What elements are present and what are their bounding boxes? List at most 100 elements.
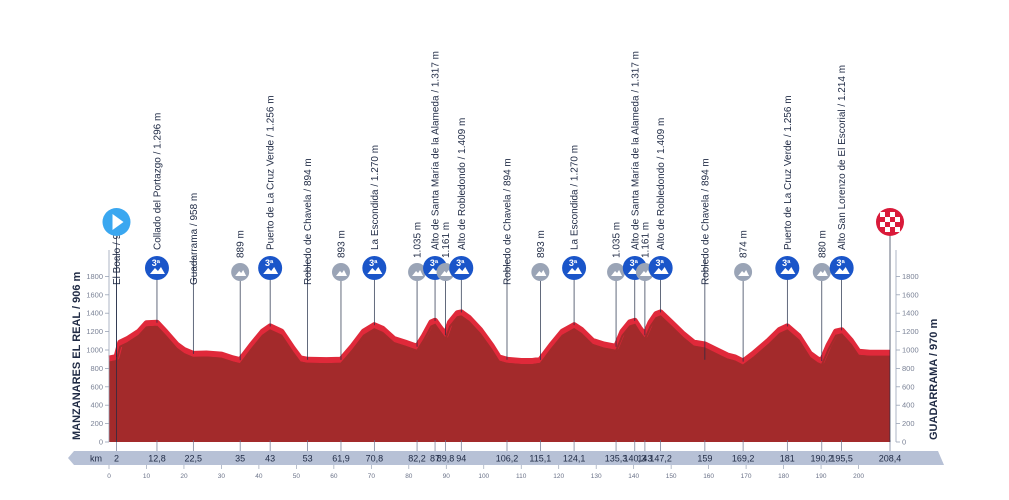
x-tick-label: 80 bbox=[405, 473, 413, 480]
y-tick-label-right: 1600 bbox=[902, 290, 919, 299]
x-tick-label: 200 bbox=[853, 473, 864, 480]
y-tick-label-left: 1000 bbox=[86, 346, 103, 355]
category-label: 3ª bbox=[655, 258, 664, 268]
mountain-glyph bbox=[440, 270, 452, 276]
mountain-glyph bbox=[335, 270, 347, 276]
waypoint-label: Alto de Robledondo / 1.409 m bbox=[457, 118, 468, 250]
x-tick-label: 20 bbox=[180, 473, 188, 480]
mountain-glyph bbox=[149, 267, 165, 274]
km-marker-label: 94 bbox=[456, 454, 466, 464]
x-tick-label: 50 bbox=[293, 473, 301, 480]
km-marker-label: 35 bbox=[235, 454, 245, 464]
checker-square bbox=[880, 212, 886, 217]
profile-top-line bbox=[108, 309, 890, 365]
checker-square bbox=[885, 217, 891, 222]
mountain-glyph bbox=[738, 270, 750, 276]
km-marker-label: 70,8 bbox=[366, 454, 384, 464]
category-label: 3ª bbox=[630, 258, 639, 268]
waypoint-label: 889 m bbox=[236, 230, 247, 258]
waypoint-label: 1.161 m bbox=[640, 222, 651, 258]
km-marker-label: 106,2 bbox=[496, 454, 519, 464]
waypoint-label: Robledo de Chavela / 894 m bbox=[303, 158, 314, 285]
km-marker-label: 22,5 bbox=[185, 454, 203, 464]
mountain-glyph bbox=[412, 270, 424, 276]
y-tick-label-left: 1200 bbox=[86, 327, 103, 336]
y-tick-label-right: 1800 bbox=[902, 272, 919, 281]
x-tick-label: 190 bbox=[816, 473, 827, 480]
profile-area-group bbox=[108, 309, 891, 442]
x-tick-label: 150 bbox=[666, 473, 677, 480]
km-marker-label: 82,2 bbox=[408, 454, 426, 464]
km-marker-label: 89,8 bbox=[437, 454, 455, 464]
category-label: 3ª bbox=[569, 258, 578, 268]
waypoint-label: 874 m bbox=[739, 230, 750, 258]
waypoint-label: Robledo de Chavela / 894 m bbox=[700, 158, 711, 285]
y-tick-label-right: 600 bbox=[902, 382, 915, 391]
x-tick-label: 90 bbox=[443, 473, 451, 480]
y-tick-label-right: 1000 bbox=[902, 346, 919, 355]
checker-square bbox=[880, 222, 886, 227]
km-marker-label: 61,9 bbox=[332, 454, 350, 464]
y-tick-label-left: 1800 bbox=[86, 272, 103, 281]
mountain-glyph bbox=[834, 267, 850, 274]
km-marker-label: 147,2 bbox=[649, 454, 672, 464]
km-bar bbox=[68, 451, 944, 465]
x-tick-label: 0 bbox=[107, 473, 111, 480]
x-tick-label: 60 bbox=[330, 473, 338, 480]
x-tick-label: 180 bbox=[778, 473, 789, 480]
checker-square bbox=[895, 217, 901, 222]
mountain-glyph bbox=[567, 267, 583, 274]
waypoint-label: Robledo de Chavela / 894 m bbox=[502, 158, 513, 285]
x-tick-label: 140 bbox=[628, 473, 639, 480]
mountain-glyph bbox=[454, 267, 470, 274]
y-tick-label-left: 400 bbox=[90, 401, 103, 410]
mountain-glyph bbox=[816, 270, 828, 276]
profile-shadow-line bbox=[108, 315, 890, 367]
y-tick-label-left: 1400 bbox=[86, 309, 103, 318]
waypoint-label: 880 m bbox=[817, 230, 828, 258]
y-tick-label-left: 600 bbox=[90, 382, 103, 391]
y-tick-label-right: 1400 bbox=[902, 309, 919, 318]
axes-group: 0 200 400 600 800 1000 1200 1400 1600 1800 0 200 400… bbox=[86, 250, 919, 447]
checker-square bbox=[890, 222, 896, 227]
mountain-glyph bbox=[611, 270, 623, 276]
checker-square bbox=[895, 227, 901, 232]
waypoint-label: Collado del Portazgo / 1.296 m bbox=[152, 113, 163, 250]
category-label: 3ª bbox=[265, 258, 274, 268]
waypoint-label: Guadarrama / 958 m bbox=[189, 193, 200, 285]
waypoint-label: Alto de Santa María de la Alameda / 1.31… bbox=[431, 51, 442, 250]
y-tick-label-left: 200 bbox=[90, 419, 103, 428]
x-tick-label: 40 bbox=[255, 473, 263, 480]
start-label: MANZANARES EL REAL / 906 m bbox=[71, 271, 83, 440]
km-marker-label: 181 bbox=[780, 454, 795, 464]
waypoint-label: Alto de Santa María de la Alameda / 1.31… bbox=[630, 51, 641, 250]
km-marker-label: 195,5 bbox=[830, 454, 853, 464]
km-marker-label: 2 bbox=[114, 454, 119, 464]
km-marker-label: 208,4 bbox=[879, 454, 902, 464]
waypoint-label: La Escondida / 1.270 m bbox=[370, 145, 381, 250]
y-tick-label-left: 1600 bbox=[86, 290, 103, 299]
y-tick-label-right: 1200 bbox=[902, 327, 919, 336]
km-marker-label: 43 bbox=[265, 454, 275, 464]
finish-label: GUADARRAMA / 970 m bbox=[928, 319, 940, 440]
category-label: 3ª bbox=[430, 258, 439, 268]
y-tick-label-left: 800 bbox=[90, 364, 103, 373]
checker-square bbox=[885, 227, 891, 232]
category-label: 3ª bbox=[456, 258, 465, 268]
profile-area bbox=[109, 312, 891, 442]
waypoint-label: Puerto de La Cruz Verde / 1.256 m bbox=[266, 95, 277, 250]
mountain-glyph bbox=[235, 270, 247, 276]
y-tick-label-right: 800 bbox=[902, 364, 915, 373]
km-marker-label: 115,1 bbox=[529, 454, 551, 464]
waypoint-label: 1.161 m bbox=[441, 222, 452, 258]
waypoint-label: La Escondida / 1.270 m bbox=[570, 145, 581, 250]
waypoint-label: El Boalo / 924 m bbox=[112, 212, 123, 285]
waypoint-label: Puerto de La Cruz Verde / 1.256 m bbox=[783, 95, 794, 250]
km-marker-label: 140,3 bbox=[624, 454, 647, 464]
y-tick-label-right: 0 bbox=[902, 438, 906, 447]
x-tick-label: 130 bbox=[591, 473, 602, 480]
km-marker-label: 190,2 bbox=[811, 454, 834, 464]
km-marker-label: 12,8 bbox=[148, 454, 166, 464]
